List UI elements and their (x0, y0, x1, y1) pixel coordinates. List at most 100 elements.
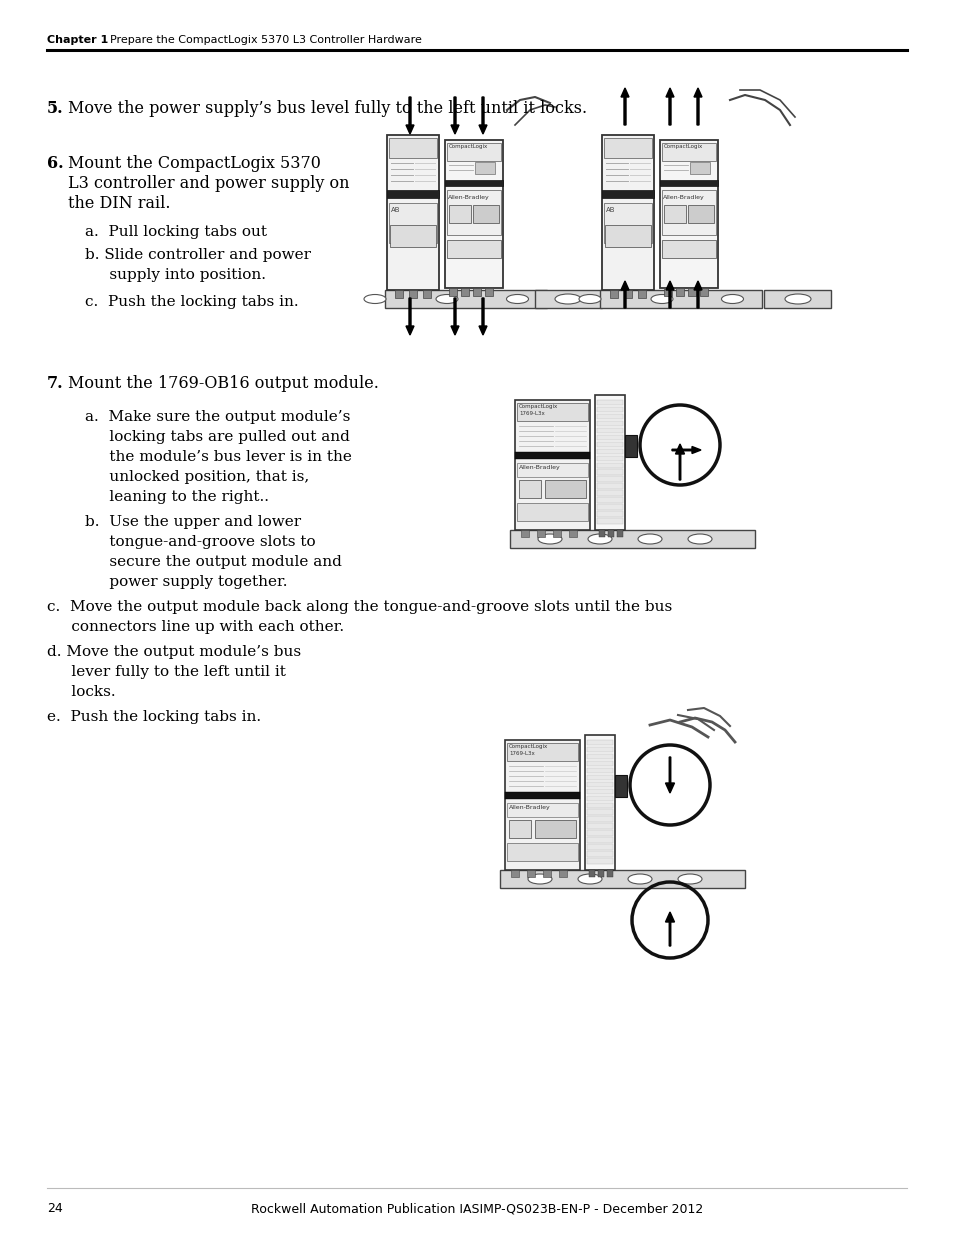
FancyBboxPatch shape (597, 483, 622, 489)
FancyBboxPatch shape (586, 761, 613, 766)
Text: 6.: 6. (47, 156, 64, 172)
Ellipse shape (678, 874, 701, 884)
Ellipse shape (364, 294, 386, 304)
FancyBboxPatch shape (687, 288, 696, 296)
Text: CompactLogix: CompactLogix (509, 743, 548, 748)
Text: the DIN rail.: the DIN rail. (68, 195, 171, 212)
Ellipse shape (436, 294, 457, 304)
FancyBboxPatch shape (444, 140, 502, 288)
FancyBboxPatch shape (586, 851, 613, 857)
FancyBboxPatch shape (588, 869, 595, 877)
FancyArrow shape (665, 911, 674, 946)
FancyBboxPatch shape (586, 816, 613, 821)
Text: b. Slide controller and power: b. Slide controller and power (85, 248, 311, 262)
Text: the module’s bus lever is in the: the module’s bus lever is in the (85, 450, 352, 464)
Text: lever fully to the left until it: lever fully to the left until it (47, 664, 286, 679)
FancyArrow shape (671, 447, 700, 453)
FancyBboxPatch shape (449, 205, 471, 224)
FancyBboxPatch shape (535, 290, 601, 308)
Text: leaning to the right..: leaning to the right.. (85, 490, 269, 504)
FancyBboxPatch shape (586, 768, 613, 773)
FancyBboxPatch shape (447, 143, 500, 161)
FancyBboxPatch shape (601, 190, 654, 198)
FancyBboxPatch shape (597, 442, 622, 447)
FancyBboxPatch shape (504, 792, 579, 799)
FancyArrow shape (665, 282, 673, 308)
FancyBboxPatch shape (661, 190, 716, 235)
FancyBboxPatch shape (511, 869, 518, 877)
Text: Allen-Bradley: Allen-Bradley (518, 466, 560, 471)
FancyBboxPatch shape (504, 740, 579, 869)
Text: CompactLogix: CompactLogix (518, 404, 558, 409)
Ellipse shape (555, 294, 580, 304)
FancyBboxPatch shape (584, 735, 615, 869)
FancyBboxPatch shape (517, 403, 587, 421)
FancyBboxPatch shape (676, 288, 683, 296)
FancyBboxPatch shape (595, 395, 624, 530)
FancyArrow shape (406, 298, 414, 335)
FancyBboxPatch shape (586, 809, 613, 815)
FancyBboxPatch shape (700, 288, 707, 296)
FancyBboxPatch shape (390, 225, 436, 247)
Text: c.  Move the output module back along the tongue-and-groove slots until the bus: c. Move the output module back along the… (47, 600, 672, 614)
FancyArrow shape (478, 298, 486, 335)
FancyBboxPatch shape (597, 414, 622, 420)
FancyArrow shape (665, 757, 674, 793)
Text: L3 controller and power supply on: L3 controller and power supply on (68, 175, 349, 191)
FancyBboxPatch shape (515, 452, 589, 459)
FancyBboxPatch shape (586, 789, 613, 794)
FancyBboxPatch shape (568, 530, 577, 537)
FancyBboxPatch shape (449, 288, 456, 296)
FancyBboxPatch shape (663, 288, 671, 296)
FancyBboxPatch shape (617, 530, 622, 537)
Text: Allen-Bradley: Allen-Bradley (662, 195, 704, 200)
FancyBboxPatch shape (395, 290, 402, 298)
FancyBboxPatch shape (604, 225, 650, 247)
FancyArrow shape (478, 98, 486, 135)
Text: CompactLogix: CompactLogix (663, 144, 702, 149)
FancyBboxPatch shape (544, 480, 585, 498)
FancyBboxPatch shape (603, 203, 651, 243)
FancyBboxPatch shape (597, 462, 622, 468)
Text: 1769-L3x: 1769-L3x (518, 411, 544, 416)
FancyBboxPatch shape (597, 469, 622, 475)
FancyBboxPatch shape (661, 143, 716, 161)
Text: e.  Push the locking tabs in.: e. Push the locking tabs in. (47, 710, 261, 724)
FancyArrow shape (620, 88, 628, 125)
FancyBboxPatch shape (499, 869, 744, 888)
FancyBboxPatch shape (586, 753, 613, 760)
FancyBboxPatch shape (638, 290, 645, 298)
FancyBboxPatch shape (444, 180, 502, 186)
FancyArrow shape (675, 445, 684, 480)
Text: Prepare the CompactLogix 5370 L3 Controller Hardware: Prepare the CompactLogix 5370 L3 Control… (110, 35, 421, 44)
FancyBboxPatch shape (597, 498, 622, 503)
FancyBboxPatch shape (509, 820, 531, 839)
FancyArrow shape (451, 298, 458, 335)
FancyBboxPatch shape (659, 140, 718, 288)
Text: 24: 24 (47, 1202, 63, 1215)
Text: Mount the CompactLogix 5370: Mount the CompactLogix 5370 (68, 156, 320, 172)
FancyBboxPatch shape (422, 290, 431, 298)
FancyBboxPatch shape (597, 421, 622, 426)
FancyBboxPatch shape (586, 803, 613, 808)
Text: Mount the 1769-OB16 output module.: Mount the 1769-OB16 output module. (68, 375, 378, 391)
FancyBboxPatch shape (586, 782, 613, 787)
Text: Rockwell Automation Publication IASIMP-QS023B-EN-P - December 2012: Rockwell Automation Publication IASIMP-Q… (251, 1202, 702, 1215)
FancyBboxPatch shape (389, 138, 436, 158)
FancyBboxPatch shape (473, 205, 498, 224)
FancyArrow shape (693, 88, 701, 125)
FancyBboxPatch shape (537, 530, 544, 537)
FancyBboxPatch shape (689, 162, 709, 174)
FancyBboxPatch shape (603, 138, 651, 158)
Text: connectors line up with each other.: connectors line up with each other. (47, 620, 344, 634)
Text: b.  Use the upper and lower: b. Use the upper and lower (85, 515, 301, 529)
Ellipse shape (527, 874, 552, 884)
Text: unlocked position, that is,: unlocked position, that is, (85, 471, 309, 484)
Ellipse shape (784, 294, 810, 304)
FancyBboxPatch shape (597, 504, 622, 510)
FancyBboxPatch shape (586, 824, 613, 829)
FancyBboxPatch shape (506, 844, 578, 861)
FancyBboxPatch shape (385, 290, 546, 308)
Ellipse shape (627, 874, 651, 884)
FancyBboxPatch shape (597, 477, 622, 482)
